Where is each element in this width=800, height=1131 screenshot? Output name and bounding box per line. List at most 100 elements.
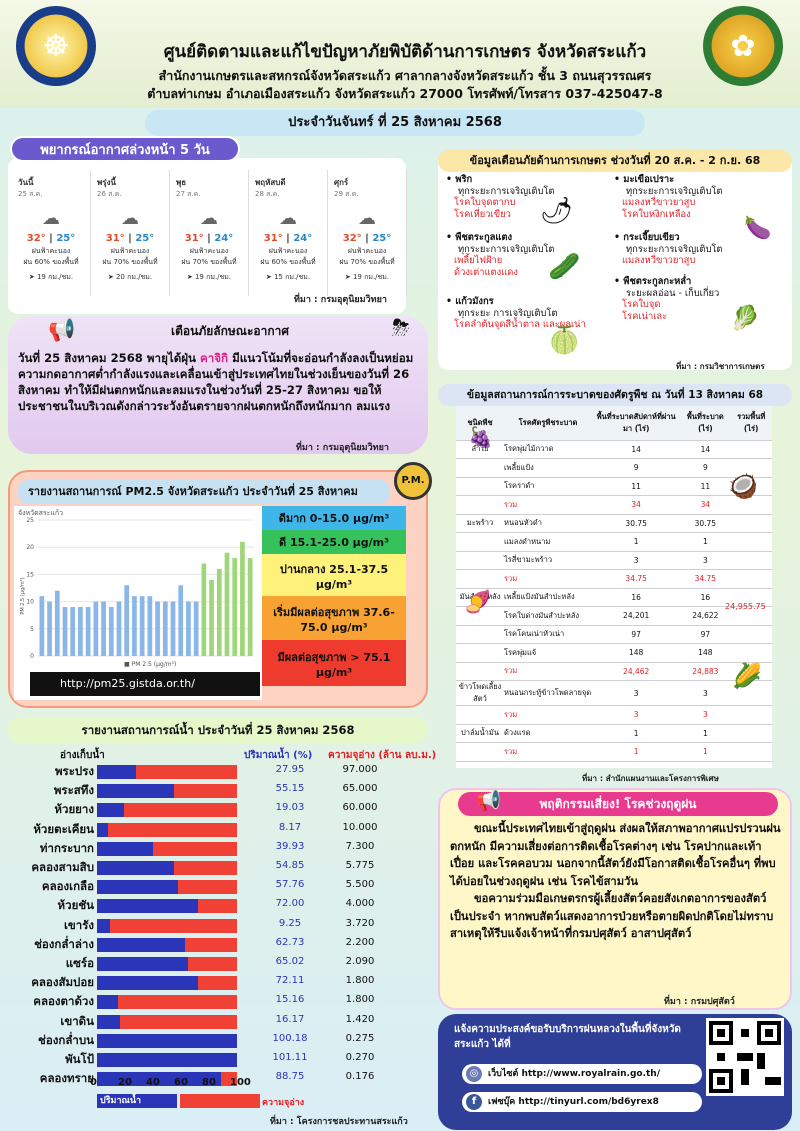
temperature: 31° | 24° (263, 233, 313, 244)
forecast-day: พุธ 27 ส.ค. ☁ 31° | 24° ฝนฟ้าคะนอง ฝน 70% ของ… (170, 170, 249, 296)
pest-row: โรคโคนเน่าหัวเน่า 97 97 (456, 625, 772, 644)
pest-row: รวม 1 1 (456, 742, 772, 762)
wind: ➤ 19 กม./ชม. (344, 273, 390, 281)
reservoir-bar (97, 1053, 237, 1067)
y-tick-label: 10 (26, 599, 34, 606)
reservoir-fill (97, 880, 178, 895)
pest-row: รวม 34.75 34.75 (456, 569, 772, 589)
reservoir-bar (97, 1014, 237, 1029)
reservoir-bar (97, 861, 237, 875)
reservoir-fill (97, 784, 175, 799)
pm-bar (209, 579, 214, 656)
forecast-day: พรุ่งนี้ 26 ส.ค. ☁ 31° | 25° ฝนฟ้าคะนอง ฝน 70… (91, 170, 170, 296)
reservoir-pct: 8.17 (278, 821, 302, 833)
reservoir-pct: 15.16 (275, 994, 305, 1006)
livestock-risk-title: พฤติกรรมเสี่ยง! โรคช่วงฤดูฝน (458, 792, 778, 816)
ministry-logo: ☸ (16, 6, 96, 86)
reservoir-bar (97, 937, 237, 952)
reservoir-capacity: 10.000 (342, 821, 378, 833)
pm-bar (116, 601, 122, 656)
warning-title: เตือนภัยลักษณะอากาศ (171, 324, 289, 338)
reservoir-bar (97, 803, 237, 818)
crop-alert: • พืชตระกูลกะหล่ำ ระยะผลอ่อน - เก็บเกี่ยว… (614, 276, 720, 322)
y-tick-label: 20 (26, 544, 34, 551)
header-banner (0, 0, 800, 108)
axis-tick: 60 (174, 1077, 188, 1088)
pm-bar (85, 607, 91, 656)
wind: ➤ 15 กม./ชม. (265, 273, 311, 281)
globe-icon: ◎ (466, 1066, 482, 1082)
y-tick-label: 25 (26, 517, 34, 524)
wind-arrow-icon: ➤ (265, 273, 274, 281)
reservoir-pct: 39.93 (275, 840, 305, 852)
megaphone-icon: 📢 (48, 318, 76, 343)
reservoir-bar (97, 899, 237, 914)
reservoir-name: คลองเกลือ (41, 879, 94, 894)
reservoir-fill (97, 1033, 237, 1048)
reservoir-capacity: 5.775 (345, 860, 375, 871)
reservoir-fill (97, 822, 109, 837)
pm-bar (132, 596, 137, 656)
reservoir-name: คลองทราย (39, 1071, 94, 1086)
reservoir-name: ท่ากระบาก (39, 840, 94, 855)
pm-bar (147, 596, 153, 656)
pm-bar (39, 596, 45, 656)
col-capacity: ความจุอ่าง (ล้าน ลบ.ม.) (328, 750, 437, 761)
crop-alert-panel (438, 152, 792, 370)
okra-icon: 🥬 (730, 304, 760, 332)
temperature: 31° | 25° (105, 233, 155, 244)
y-tick-label: 0 (30, 653, 34, 660)
temperature: 32° | 25° (342, 233, 392, 244)
temperature: 31° | 24° (184, 233, 234, 244)
reservoir-pct: 72.00 (275, 898, 305, 910)
livestock-source: ที่มา : กรมปศุสัตว์ (664, 997, 735, 1007)
pm25-url[interactable]: http://pm25.gistda.or.th/ (30, 672, 260, 696)
y-tick-label: 15 (26, 571, 34, 578)
reservoir-pct: 54.85 (275, 860, 305, 871)
provincial-office-logo: ✿ (703, 6, 783, 86)
pm-bar (101, 601, 106, 656)
eggplant-icon: 🍆 (744, 216, 772, 241)
pest-source: ที่มา : สำนักแผนงานและโครงการพิเศษ (582, 774, 719, 783)
pest-row: มันสำปะหลัง เพลี้ยแป้งมันสำปะหลัง 16 16 (456, 588, 772, 607)
pm-bar (216, 568, 222, 656)
chart-legend: ■ PM 2.5 (μg/m³) (124, 661, 176, 668)
water-title: รายงานสถานการณ์น้ำ ประจำวันที่ 25 สิงหาค… (8, 717, 428, 743)
reservoir-fill (97, 803, 124, 818)
pm-bar (186, 601, 191, 656)
header-title: ศูนย์ติดตามและแก้ไขปัญหาภัยพิบัติด้านการ… (163, 42, 647, 62)
reservoir-fill (97, 765, 137, 779)
qr-code[interactable] (706, 1018, 784, 1096)
axis-tick: 80 (202, 1077, 216, 1088)
pm-bar (247, 558, 253, 656)
reservoir-capacity: 1.800 (345, 994, 375, 1006)
facebook-link[interactable]: f เฟซบุ๊ค http://tinyurl.com/bd6yrex8 (462, 1092, 702, 1112)
reservoir-bar (97, 1033, 237, 1048)
reservoir-name: ช่องกล่ำล่าง (34, 936, 94, 951)
website-link[interactable]: ◎ เว็บไซต์ http://www.royalrain.go.th/ (462, 1064, 702, 1084)
reservoir-fill (97, 976, 198, 991)
wind-arrow-icon: ➤ (107, 273, 116, 281)
pm-bar (193, 601, 199, 656)
pm-bar (178, 585, 184, 656)
reservoir-capacity: 97.000 (342, 764, 378, 775)
wind-arrow-icon: ➤ (28, 273, 37, 281)
pest-header: ชนิดพืช โรคศัตรูพืชระบาด พื้นที่ระบาดสัปดา… (456, 406, 772, 441)
header-address-2: ตำบลท่าเกษม อำเภอเมืองสระแก้ว จังหวัดสระ… (147, 86, 663, 101)
reservoir-fill (97, 841, 153, 856)
reservoir-fill (97, 918, 110, 933)
pm-bar (78, 607, 83, 656)
reservoir-capacity: 1.420 (345, 1013, 375, 1025)
pm-level-1: ดี 15.1-25.0 μg/m³ (262, 530, 406, 554)
reservoir-fill (97, 861, 174, 875)
crop-alert: • พืชตระกูลแตง ทุกระยะการเจริญเติบโต เพลี้… (446, 232, 555, 278)
pest-total: 24,955.75 (725, 602, 766, 611)
reservoir-capacity: 7.300 (345, 840, 375, 852)
wind: ➤ 20 กม./ชม. (107, 273, 153, 281)
reservoir-capacity: 3.720 (345, 917, 375, 929)
reservoir-pct: 72.11 (275, 975, 305, 987)
livestock-risk-panel (438, 788, 792, 1010)
reservoir-name: ห้วยตะเคียน (33, 821, 94, 836)
pm-level-2: ปานกลาง 25.1-37.5 μg/m³ (262, 554, 406, 596)
legend-volume-swatch (97, 1094, 177, 1108)
